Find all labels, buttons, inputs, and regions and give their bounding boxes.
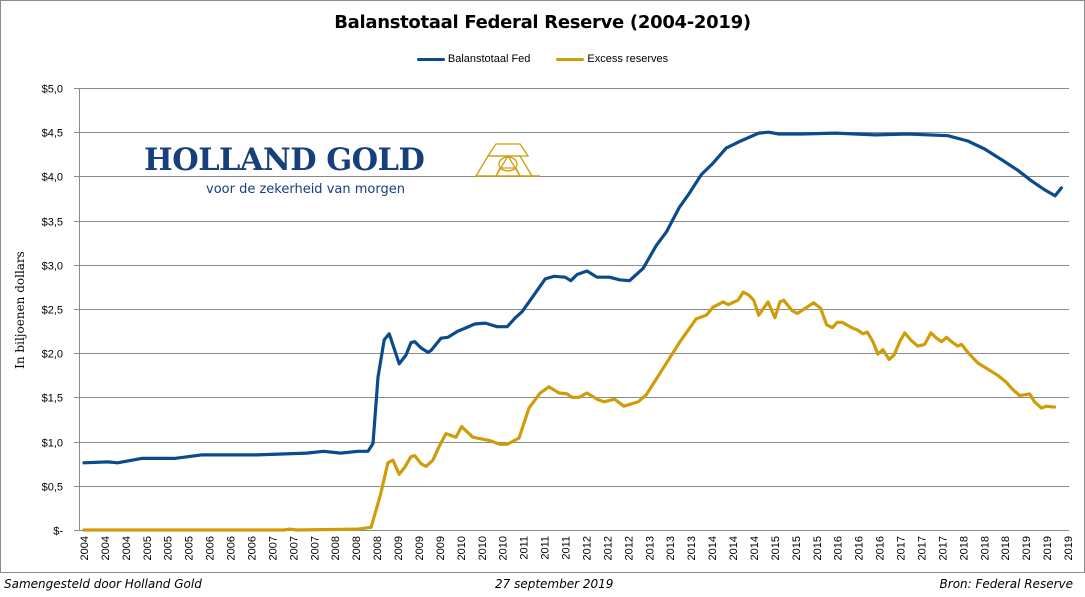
x-tick-label: 2016	[854, 536, 866, 560]
x-tick-label: 2010	[498, 536, 510, 560]
footer-credit: Samengesteld door Holland Gold	[4, 577, 202, 591]
x-tick-label: 2011	[561, 536, 573, 560]
x-tick-label: 2017	[916, 536, 928, 560]
x-tick-label: 2007	[288, 536, 300, 560]
legend-label-fed: Balanstotaal Fed	[447, 53, 531, 65]
y-tick-label: $2,0	[42, 349, 63, 361]
x-tick-label: 2012	[602, 536, 614, 560]
x-tick-label: 2010	[456, 536, 468, 560]
x-tick-label: 2018	[958, 536, 970, 560]
legend-swatch-excess-reserves	[556, 57, 585, 61]
legend-label-excess-reserves: Excess reserves	[587, 53, 669, 65]
x-tick-label: 2014	[728, 536, 740, 560]
x-tick-label: 2004	[121, 536, 133, 560]
x-tick-label: 2019	[1063, 536, 1075, 560]
y-tick-label: $5,0	[42, 84, 63, 96]
x-tick-label: 2009	[393, 536, 405, 560]
x-tick-label: 2013	[686, 536, 698, 560]
x-tick-label: 2009	[414, 536, 426, 560]
x-tick-label: 2005	[184, 536, 196, 560]
y-tick-label: $0,5	[42, 482, 63, 494]
x-tick-label: 2008	[351, 536, 363, 560]
x-tick-label: 2004	[100, 536, 112, 560]
x-tick-label: 2006	[246, 536, 258, 560]
x-tick-label: 2018	[1000, 536, 1012, 560]
series-line-balanstotaal-fed	[82, 130, 1063, 465]
x-tick-label: 2015	[791, 536, 803, 560]
x-tick-label: 2015	[812, 536, 824, 560]
y-tick-label: $1,5	[42, 393, 63, 405]
legend-swatch-fed	[416, 57, 445, 61]
x-tick-label: 2009	[435, 536, 447, 560]
legend-item-fed: Balanstotaal Fed	[416, 53, 531, 65]
x-tick-label: 2004	[79, 536, 91, 560]
legend-item-excess-reserves: Excess reserves	[556, 53, 668, 65]
x-tick-label: 2007	[309, 536, 321, 560]
x-tick-label: 2012	[623, 536, 635, 560]
y-tick-label: $4,0	[42, 172, 63, 184]
chart-frame	[0, 0, 1085, 573]
x-tick-label: 2005	[163, 536, 175, 560]
x-tick-label: 2018	[979, 536, 991, 560]
x-tick-label: 2007	[267, 536, 279, 560]
logo-tagline: voor de zekerheid van morgen	[206, 182, 405, 197]
x-tick-label: 2005	[142, 536, 154, 560]
x-tick-label: 2008	[330, 536, 342, 560]
x-tick-label: 2012	[581, 536, 593, 560]
chart-title: Balanstotaal Federal Reserve (2004-2019)	[334, 12, 751, 33]
x-tick-label: 2008	[372, 536, 384, 560]
y-tick-label: $2,5	[42, 305, 63, 317]
x-tick-label: 2014	[749, 536, 761, 560]
y-tick-label: $1,0	[42, 438, 63, 450]
x-tick-label: 2017	[896, 536, 908, 560]
y-tick-label: $-	[53, 526, 63, 538]
y-tick-label: $3,5	[42, 217, 63, 229]
x-tick-label: 2013	[644, 536, 656, 560]
y-tick-label: $4,5	[42, 128, 63, 140]
x-tick-label: 2011	[540, 536, 552, 560]
x-tick-label: 2011	[519, 536, 531, 560]
x-tick-label: 2019	[1042, 536, 1054, 560]
x-tick-label: 2016	[875, 536, 887, 560]
holland-gold-logo: HOLLAND GOLD voor de zekerheid van morge…	[140, 140, 550, 200]
x-tick-label: 2016	[833, 536, 845, 560]
x-tick-label: 2014	[707, 536, 719, 560]
y-tick-label: $3,0	[42, 261, 63, 273]
series-line-excess-reserves	[82, 290, 1057, 532]
x-tick-label: 2015	[770, 536, 782, 560]
gold-bars-icon	[474, 143, 540, 177]
x-tick-label: 2017	[937, 536, 949, 560]
logo-wordmark: HOLLAND GOLD	[144, 142, 425, 178]
x-tick-label: 2006	[226, 536, 238, 560]
footer-date: 27 september 2019	[495, 577, 614, 591]
x-tick-label: 2006	[205, 536, 217, 560]
x-tick-label: 2010	[477, 536, 489, 560]
x-tick-label: 2013	[665, 536, 677, 560]
footer-source: Bron: Federal Reserve	[939, 577, 1073, 591]
series-lines	[82, 130, 1063, 532]
y-axis-ticks: $- $0,5 $1,0 $1,5 $2,0 $2,5 $3,0 $3,5 $4,0 $4,5 $5…	[42, 84, 79, 538]
x-axis-ticks: 2004 2004 2004 2005 2005 2005 2006 2006 2006 2007…	[79, 536, 1075, 560]
legend: Balanstotaal Fed Excess reserves	[0, 53, 1085, 65]
x-tick-label: 2019	[1021, 536, 1033, 560]
